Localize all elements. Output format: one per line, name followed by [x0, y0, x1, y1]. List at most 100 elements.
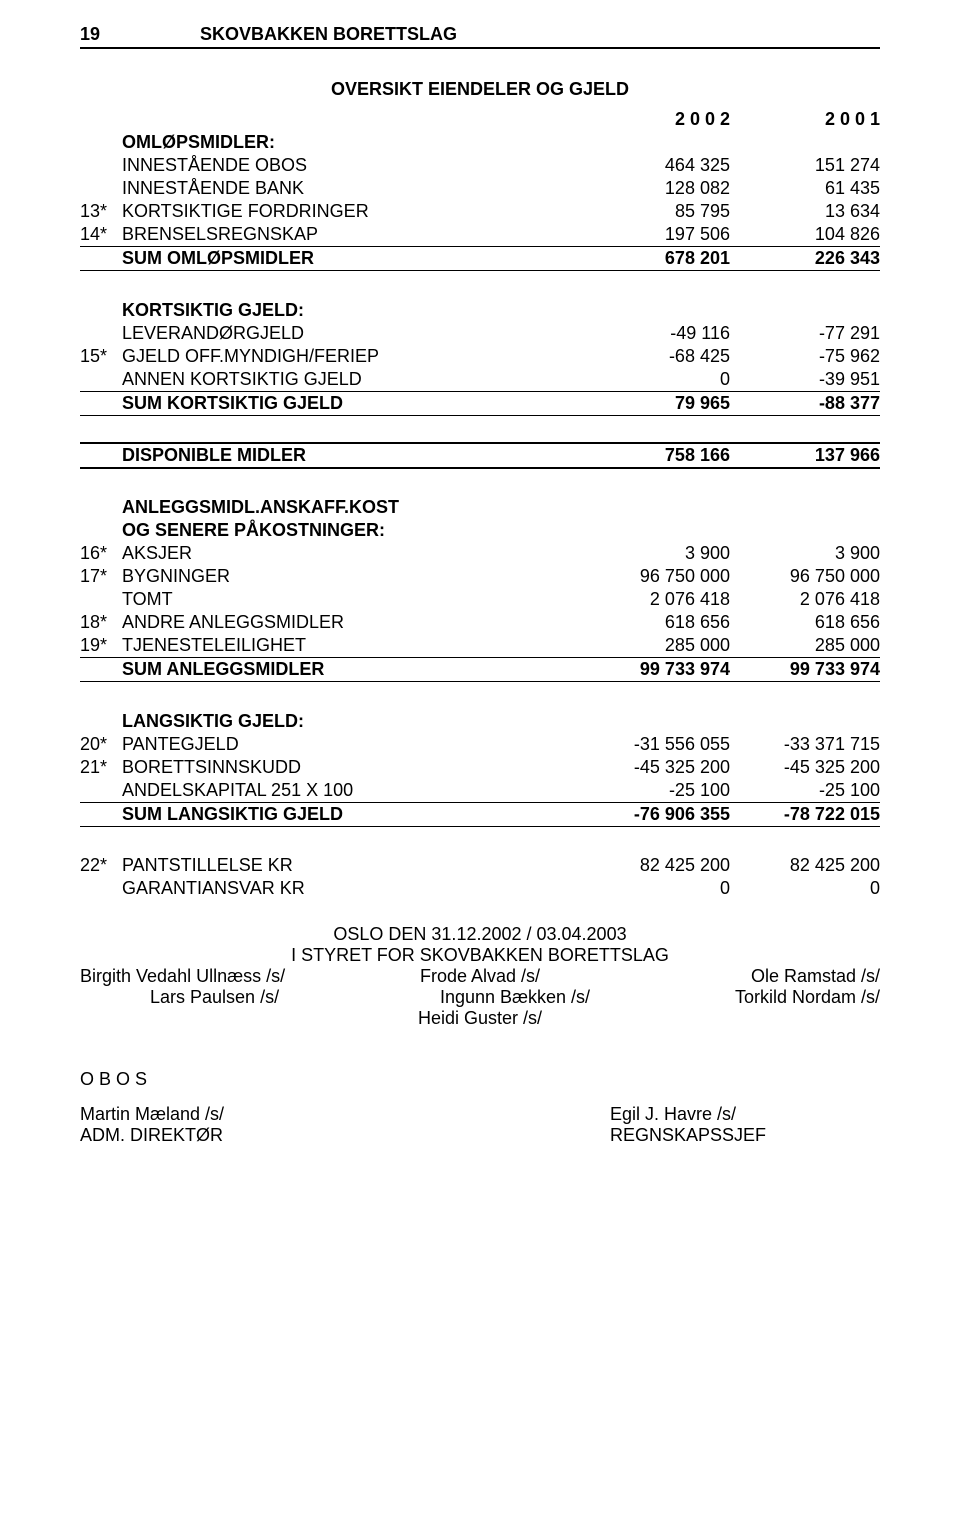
row-v2: 285 000 [730, 634, 880, 658]
obos-name: Martin Mæland /s/ [80, 1104, 350, 1125]
sum-v2: 226 343 [730, 247, 880, 271]
row-label: INNESTÅENDE OBOS [122, 154, 580, 177]
table-row: 21*BORETTSINNSKUDD-45 325 200-45 325 200 [80, 756, 880, 779]
row-v2: -33 371 715 [730, 733, 880, 756]
table-row: ANNEN KORTSIKTIG GJELD0-39 951 [80, 368, 880, 392]
signature-board: I STYRET FOR SKOVBAKKEN BORETTSLAG [80, 945, 880, 966]
row-label: ANNEN KORTSIKTIG GJELD [122, 368, 580, 392]
page-number: 19 [80, 24, 200, 45]
row-v1: 128 082 [580, 177, 730, 200]
row-note: 19* [80, 634, 122, 658]
page-header: 19 SKOVBAKKEN BORETTSLAG [80, 24, 880, 49]
sig-name: Ingunn Bækken /s/ [393, 987, 636, 1008]
row-v1: -45 325 200 [580, 756, 730, 779]
section-heading: OG SENERE PÅKOSTNINGER: [80, 519, 880, 542]
row-note [80, 177, 122, 200]
sum-label: SUM OMLØPSMIDLER [122, 247, 580, 271]
row-note [80, 877, 122, 900]
section-heading: ANLEGGSMIDL.ANSKAFF.KOST [80, 496, 880, 519]
row-label: LEVERANDØRGJELD [122, 322, 580, 345]
row-v1: 0 [580, 877, 730, 900]
table-row: 15*GJELD OFF.MYNDIGH/FERIEP-68 425-75 96… [80, 345, 880, 368]
row-v1: 464 325 [580, 154, 730, 177]
table-row: 16*AKSJER3 9003 900 [80, 542, 880, 565]
row-note [80, 322, 122, 345]
financial-table: 2 0 0 2 2 0 0 1 OMLØPSMIDLER: INNESTÅEND… [80, 108, 880, 900]
row-v1: -68 425 [580, 345, 730, 368]
section-heading: OMLØPSMIDLER: [80, 131, 880, 154]
row-v2: 104 826 [730, 223, 880, 247]
year-1: 2 0 0 2 [580, 108, 730, 131]
sig-name: Birgith Vedahl Ullnæss /s/ [80, 966, 347, 987]
document-title: OVERSIKT EIENDELER OG GJELD [80, 79, 880, 100]
row-note: 20* [80, 733, 122, 756]
sum-label: SUM KORTSIKTIG GJELD [122, 391, 580, 415]
disponible-v1: 758 166 [580, 443, 730, 468]
row-label: TJENESTELEILIGHET [122, 634, 580, 658]
sum-label: SUM ANLEGGSMIDLER [122, 658, 580, 682]
table-row: 17*BYGNINGER96 750 00096 750 000 [80, 565, 880, 588]
row-v2: -77 291 [730, 322, 880, 345]
section-heading-label: OMLØPSMIDLER: [122, 131, 580, 154]
table-row: ANDELSKAPITAL 251 X 100-25 100-25 100 [80, 779, 880, 803]
row-note: 16* [80, 542, 122, 565]
sig-name: Lars Paulsen /s/ [80, 987, 393, 1008]
row-label: ANDELSKAPITAL 251 X 100 [122, 779, 580, 803]
disponible-v2: 137 966 [730, 443, 880, 468]
row-label: AKSJER [122, 542, 580, 565]
row-note: 13* [80, 200, 122, 223]
row-v1: -49 116 [580, 322, 730, 345]
table-row: TOMT2 076 4182 076 418 [80, 588, 880, 611]
section-heading-label: KORTSIKTIG GJELD: [122, 299, 580, 322]
table-row: INNESTÅENDE OBOS464 325151 274 [80, 154, 880, 177]
year-header-row: 2 0 0 2 2 0 0 1 [80, 108, 880, 131]
org-name: SKOVBAKKEN BORETTSLAG [200, 24, 457, 45]
row-label: GJELD OFF.MYNDIGH/FERIEP [122, 345, 580, 368]
row-v1: -25 100 [580, 779, 730, 803]
row-v1: 197 506 [580, 223, 730, 247]
sum-v1: 79 965 [580, 391, 730, 415]
row-v2: -39 951 [730, 368, 880, 392]
row-note: 14* [80, 223, 122, 247]
table-row: 18*ANDRE ANLEGGSMIDLER618 656618 656 [80, 611, 880, 634]
table-row: 20*PANTEGJELD-31 556 055-33 371 715 [80, 733, 880, 756]
table-row: 14*BRENSELSREGNSKAP197 506104 826 [80, 223, 880, 247]
sig-name: Heidi Guster /s/ [347, 1008, 614, 1029]
row-v2: -25 100 [730, 779, 880, 803]
obos-row: ADM. DIREKTØR REGNSKAPSSJEF [80, 1125, 880, 1146]
row-v2: 2 076 418 [730, 588, 880, 611]
row-v1: 618 656 [580, 611, 730, 634]
row-v1: 85 795 [580, 200, 730, 223]
table-row: 19*TJENESTELEILIGHET285 000285 000 [80, 634, 880, 658]
signature-date: OSLO DEN 31.12.2002 / 03.04.2003 [80, 924, 880, 945]
row-label: PANTSTILLELSE KR [122, 854, 580, 877]
row-v1: -31 556 055 [580, 733, 730, 756]
row-note [80, 154, 122, 177]
row-v2: 0 [730, 877, 880, 900]
row-v1: 82 425 200 [580, 854, 730, 877]
row-v2: 96 750 000 [730, 565, 880, 588]
row-note: 18* [80, 611, 122, 634]
sum-v2: -88 377 [730, 391, 880, 415]
sum-label: SUM LANGSIKTIG GJELD [122, 802, 580, 826]
section-heading: LANGSIKTIG GJELD: [80, 710, 880, 733]
row-v2: -75 962 [730, 345, 880, 368]
table-row: 22*PANTSTILLELSE KR82 425 20082 425 200 [80, 854, 880, 877]
section-heading-label: ANLEGGSMIDL.ANSKAFF.KOST [122, 496, 580, 519]
row-v1: 3 900 [580, 542, 730, 565]
signature-row: Birgith Vedahl Ullnæss /s/ Frode Alvad /… [80, 966, 880, 987]
obos-name: Egil J. Havre /s/ [350, 1104, 880, 1125]
table-row: LEVERANDØRGJELD-49 116-77 291 [80, 322, 880, 345]
sum-row: SUM OMLØPSMIDLER 678 201 226 343 [80, 247, 880, 271]
row-note [80, 779, 122, 803]
sum-row: SUM ANLEGGSMIDLER 99 733 974 99 733 974 [80, 658, 880, 682]
row-v2: -45 325 200 [730, 756, 880, 779]
row-label: INNESTÅENDE BANK [122, 177, 580, 200]
sum-row: SUM KORTSIKTIG GJELD 79 965 -88 377 [80, 391, 880, 415]
sig-name: Torkild Nordam /s/ [637, 987, 880, 1008]
sum-v1: -76 906 355 [580, 802, 730, 826]
section-heading: KORTSIKTIG GJELD: [80, 299, 880, 322]
row-note [80, 368, 122, 392]
row-v2: 61 435 [730, 177, 880, 200]
signature-row: Heidi Guster /s/ [80, 1008, 880, 1029]
